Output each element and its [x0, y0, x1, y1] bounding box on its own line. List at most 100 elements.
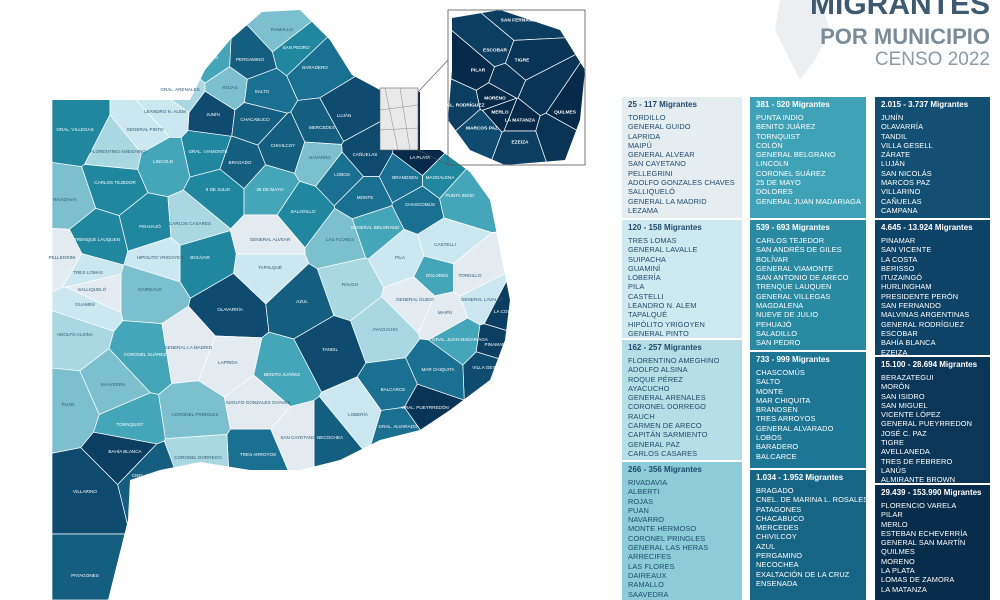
legend-item: CASTELLI — [628, 291, 664, 301]
municipality-label: GENERAL LA MADRID — [164, 345, 213, 350]
legend-range: 1.034 - 1.952 Migrantes — [756, 473, 844, 482]
legend-item: SAAVEDRA — [628, 589, 669, 599]
legend-item: VICENTE LÓPEZ — [881, 410, 941, 420]
municipality-label: JUNÍN — [206, 111, 220, 117]
municipality — [65, 273, 122, 314]
municipality-label: SAAVEDRA — [101, 382, 127, 387]
legend-range: 4.645 - 13.924 Migrantes — [881, 223, 973, 232]
municipality-label: TRES ARROYOS — [240, 452, 276, 457]
municipality-label: TORDILLO — [459, 273, 482, 278]
legend-range: 29.439 - 153.990 Migrantes — [881, 488, 982, 497]
legend-item: MORÓN — [881, 382, 910, 392]
legend-range: 120 - 158 Migrantes — [628, 223, 702, 232]
inset-label: QUILMES — [554, 109, 577, 115]
legend-item: SAN FERNANDO — [881, 301, 941, 311]
legend-item: NAVARRO — [628, 515, 665, 525]
legend-item: ZÁRATE — [881, 150, 911, 160]
legend-range: 2.015 - 3.737 Migrantes — [881, 100, 969, 109]
legend-item: SALADILLO — [756, 328, 798, 338]
legend-item: CAPITÁN SARMIENTO — [628, 430, 708, 440]
municipality-label: AYACUCHO — [372, 327, 398, 332]
municipality-label: PEHUAJÓ — [139, 223, 161, 229]
legend-item: GENERAL ARENALES — [628, 393, 706, 403]
legend-item: BRANDSEN — [756, 405, 798, 415]
municipality — [85, 10, 206, 113]
municipality-label: LOBOS — [334, 172, 350, 177]
legend-item: SUIPACHA — [628, 254, 667, 264]
municipality — [367, 406, 510, 600]
legend-item: LANÚS — [881, 465, 907, 475]
municipality-label: CASTELLI — [434, 242, 456, 247]
legend-item: EZEIZA — [881, 347, 908, 355]
legend-item: BERISSO — [881, 263, 915, 273]
municipality-label: LAPRIDA — [218, 360, 239, 365]
municipality-label: GRAL. ARENALES — [160, 87, 199, 92]
legend-item: FLORENCIO VARELA — [881, 501, 957, 510]
legend-box: 539 - 693 Migrantes CARLOS TEJEDOR SAN AND… — [750, 220, 866, 350]
municipality-label: ADOLFO ALSINA — [57, 332, 94, 337]
legend-item: ESTEBAN ECHEVERRÍA — [881, 528, 968, 538]
inset-label: MARCOS PAZ — [466, 125, 498, 131]
municipality-label: BENITO JUÁREZ — [264, 371, 300, 377]
legend-item: GENERAL VIAMONTE — [756, 263, 834, 273]
legend-item: MERLO — [881, 519, 908, 529]
legend-item: BENITO JUÁREZ — [756, 122, 816, 132]
legend-item: GENERAL GUIDO — [628, 122, 691, 132]
municipality-label: GENERAL ALVEAR — [250, 237, 291, 242]
municipality-label: 25 DE MAYO — [256, 187, 284, 192]
municipality-label: NECOCHEA — [317, 435, 344, 440]
legend-item: OLAVARRÍA — [881, 122, 924, 132]
legend-item: MONTE — [756, 386, 784, 396]
legend-item: MALVINAS ARGENTINAS — [881, 310, 970, 320]
legend-item: TRES LOMAS — [628, 236, 677, 245]
municipality-label: BRANDSEN — [392, 175, 418, 180]
municipality-label: CARLOS CASARES — [169, 221, 211, 226]
legend-item: ESCOBAR — [881, 328, 918, 338]
title-line2: POR MUNICIPIO — [820, 24, 990, 49]
municipality-label: BOLÍVAR — [190, 254, 210, 260]
municipality-label: LEANDRO N. ALEM — [144, 109, 186, 114]
legend-item: VILLARINO — [881, 187, 921, 197]
legend-item: PUNTA INDIO — [756, 113, 804, 122]
legend-item: CARLOS CASARES — [628, 448, 698, 458]
municipality-label: LUJÁN — [337, 112, 352, 118]
legend-item: ALMIRANTE BROWN — [881, 475, 956, 483]
legend-item: CAÑUELAS — [881, 196, 922, 206]
municipality-label: CORONEL PRINGLES — [171, 412, 218, 417]
legend-item: CORONEL DORREGO — [628, 402, 707, 412]
municipality-label: CHIVILCOY — [271, 143, 296, 148]
legend-box: 120 - 158 Migrantes TRES LOMAS GENERAL LAV… — [622, 220, 742, 338]
municipality-label: CORONEL DORREGO — [174, 455, 222, 460]
municipality-label: NAVARRO — [309, 155, 331, 160]
legend-item: SAN ANTONIO DE ARECO — [756, 273, 849, 283]
legend-item: BALCARCE — [756, 451, 797, 461]
inset-connector — [417, 59, 449, 93]
legend-item: TANDIL — [881, 131, 908, 141]
legend-item: TAPALQUÉ — [628, 310, 668, 320]
municipality-label: GRAL. VIAMONTE — [188, 149, 227, 154]
municipality-label: PATAGONES — [71, 573, 99, 578]
inset-connector — [417, 149, 449, 166]
inset-label: GRAL. RODRÍGUEZ — [439, 100, 484, 108]
legend-item: RIVADAVIA — [628, 478, 668, 487]
municipality-label: LA COSTA — [494, 309, 517, 314]
inset-label: MERLO — [491, 109, 509, 115]
legend-item: TIGRE — [881, 438, 905, 448]
legend-item: LEZAMA — [628, 205, 659, 215]
municipality-label: GRAL. ALVARADO — [378, 424, 418, 429]
legend-item: LUJÁN — [881, 159, 905, 169]
legend-item: CARLOS TEJEDOR — [756, 236, 825, 245]
legend-range: 15.100 - 28.694 Migrantes — [881, 360, 978, 369]
municipality-label: RAMALLO — [271, 27, 293, 32]
municipality-label: BAHÍA BLANCA — [108, 448, 142, 454]
legend-box: 4.645 - 13.924 Migrantes PINAMAR SAN VICEN… — [875, 220, 990, 355]
inset-label: MORENO — [484, 95, 506, 101]
legend-item: HURLINGHAM — [881, 282, 932, 292]
municipality-label: MAGDALENA — [426, 175, 456, 180]
legend-item: PELLEGRINI — [628, 168, 673, 178]
legend-item: PATAGONES — [756, 504, 802, 514]
legend-item: SAN ANDRÉS DE GILES — [756, 245, 842, 255]
legend-item: GENERAL PINTO — [628, 328, 689, 338]
legend-item: BARADERO — [756, 442, 799, 452]
legend-range: 539 - 693 Migrantes — [756, 223, 830, 232]
